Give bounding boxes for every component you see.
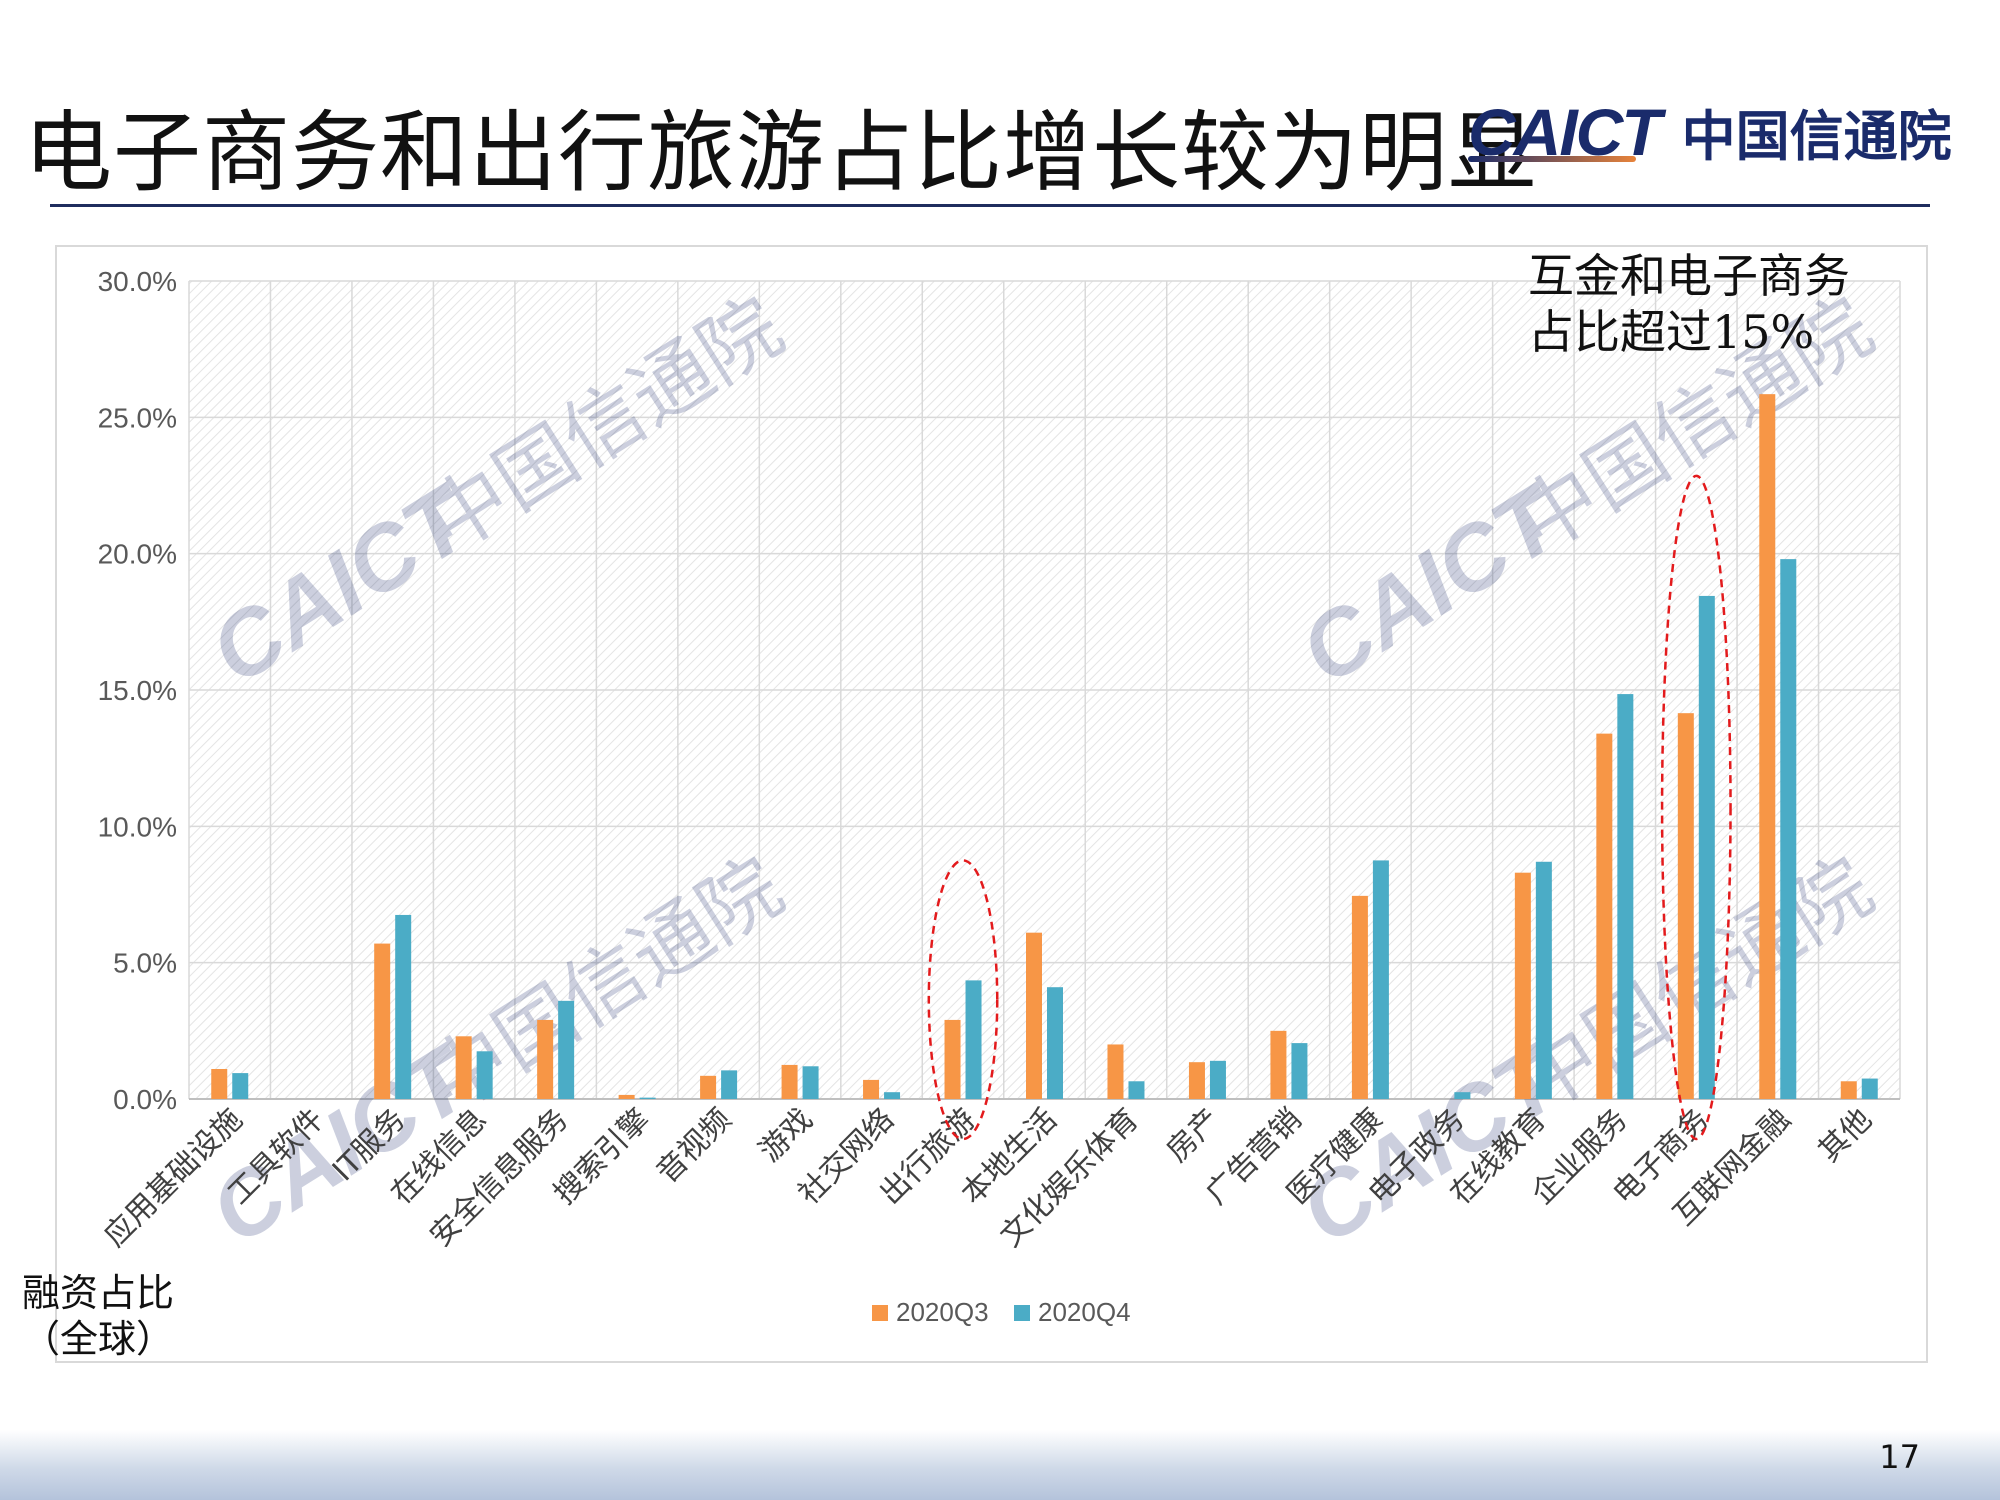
bar-2020Q4-社交网络 (884, 1092, 901, 1099)
bar-2020Q4-出行旅游 (965, 980, 982, 1099)
legend-swatch (872, 1305, 888, 1321)
side-note: 融资占比（全球） (21, 1271, 174, 1361)
bar-2020Q4-在线教育 (1535, 861, 1552, 1099)
bar-2020Q3-电子商务 (1677, 713, 1694, 1099)
x-tick-label: 其他 (1812, 1102, 1879, 1169)
logo-underline (1468, 156, 1636, 162)
page-number: 17 (1879, 1438, 1920, 1476)
bar-2020Q4-本地生活 (1047, 987, 1063, 1099)
bar-2020Q4-安全信息服务 (558, 1000, 575, 1099)
callout-line-2: 占比超过15% (1528, 305, 1815, 359)
bar-2020Q3-企业服务 (1596, 733, 1613, 1099)
highlight-ellipse (1660, 474, 1732, 1141)
footer-band (0, 1430, 2000, 1500)
bar-2020Q3-本地生活 (1026, 932, 1042, 1099)
bar-2020Q4-互联网金融 (1780, 559, 1797, 1099)
bar-2020Q3-广告营销 (1270, 1030, 1287, 1099)
bar-2020Q4-其他 (1861, 1078, 1878, 1099)
bar-2020Q4-游戏 (802, 1066, 819, 1099)
bar-2020Q4-医疗健康 (1372, 860, 1389, 1099)
bar-2020Q3-在线教育 (1514, 872, 1531, 1099)
bar-2020Q3-文化娱乐体育 (1107, 1044, 1124, 1099)
bar-2020Q3-应用基础设施 (211, 1069, 228, 1099)
y-tick-label: 30.0% (98, 266, 177, 297)
legend-swatch (1014, 1305, 1030, 1321)
y-tick-label: 20.0% (98, 539, 177, 570)
legend-label: 2020Q3 (896, 1297, 989, 1327)
bar-2020Q4-IT服务 (395, 914, 412, 1099)
highlight-ellipse (927, 859, 999, 1141)
x-tick-label: 房产 (1160, 1102, 1227, 1169)
bar-2020Q4-电子政务 (1454, 1092, 1471, 1099)
x-tick-label: 游戏 (753, 1102, 820, 1169)
callout-annotation: 互金和电子商务 占比超过15% (1528, 248, 1850, 360)
y-tick-label: 15.0% (98, 675, 177, 706)
bar-2020Q3-房产 (1188, 1062, 1205, 1099)
legend-label: 2020Q4 (1038, 1297, 1131, 1327)
bar-2020Q3-社交网络 (863, 1079, 880, 1099)
bar-2020Q3-医疗健康 (1351, 895, 1368, 1099)
bar-2020Q3-音视频 (700, 1075, 717, 1099)
callout-line-1: 互金和电子商务 (1528, 249, 1850, 303)
title-divider (50, 204, 1930, 207)
bar-2020Q4-房产 (1209, 1060, 1226, 1099)
y-tick-label: 25.0% (98, 402, 177, 433)
x-tick-label: 音视频 (650, 1102, 738, 1190)
bar-2020Q3-IT服务 (374, 943, 391, 1099)
bar-2020Q4-搜索引擎 (639, 1097, 656, 1099)
bar-2020Q4-在线信息 (476, 1051, 493, 1099)
bar-2020Q3-在线信息 (455, 1036, 472, 1099)
slide-title: 电子商务和出行旅游占比增长较为明显 (24, 101, 1538, 204)
bar-2020Q3-安全信息服务 (537, 1019, 554, 1099)
bar-2020Q3-互联网金融 (1759, 394, 1776, 1099)
bar-2020Q4-广告营销 (1291, 1043, 1308, 1099)
bar-2020Q3-出行旅游 (944, 1019, 961, 1099)
bar-2020Q4-文化娱乐体育 (1128, 1081, 1145, 1099)
logo-cn: 中国信通院 (1681, 105, 1952, 168)
y-tick-label: 5.0% (113, 948, 177, 979)
bar-2020Q3-其他 (1840, 1081, 1857, 1099)
bar-2020Q3-搜索引擎 (618, 1094, 635, 1099)
y-tick-label: 10.0% (98, 811, 177, 842)
caict-logo: CAICT 中国信通院 (1468, 92, 1952, 171)
bar-chart: 0.0%5.0%10.0%15.0%20.0%25.0%30.0%CAICT中国… (97, 266, 1901, 1327)
chart-area: 0.0% 5.0% 10.0% 15.0% 20.0% 25.0% 30.0% CAICT 中国… (55, 245, 1928, 1363)
bar-2020Q4-音视频 (721, 1070, 738, 1099)
bar-2020Q4-应用基础设施 (232, 1073, 249, 1099)
bar-2020Q3-游戏 (781, 1064, 798, 1099)
y-tick-label: 0.0% (113, 1084, 177, 1115)
bar-2020Q4-企业服务 (1617, 694, 1634, 1099)
bar-2020Q4-电子商务 (1698, 595, 1715, 1099)
